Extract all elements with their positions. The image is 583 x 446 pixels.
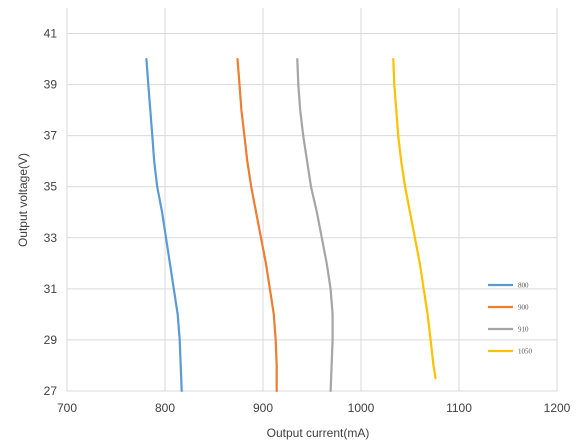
y-tick-label: 39 (44, 78, 58, 92)
legend-label-800: 800 (518, 282, 529, 290)
series-line-1050 (392, 58, 437, 380)
x-tick-label: 1200 (544, 401, 571, 415)
x-axis-title: Output current(mA) (267, 426, 370, 440)
x-tick-label: 1000 (348, 401, 375, 415)
legend: 800 900 910 1050 (488, 282, 533, 356)
data-series (145, 58, 437, 393)
x-tick-label: 800 (155, 401, 175, 415)
x-tick-label: 700 (57, 401, 77, 415)
series-line-900 (236, 58, 278, 393)
x-tick-label: 900 (253, 401, 273, 415)
y-tick-label: 31 (44, 282, 58, 296)
tick-labels: 700 800 900 1000 1100 1200 27 29 31 33 35 37 39 41 (44, 27, 571, 415)
legend-label-1050: 1050 (518, 348, 533, 356)
y-tick-label: 35 (44, 180, 58, 194)
series-line-800 (145, 58, 183, 393)
y-tick-label: 33 (44, 231, 58, 245)
gridlines (66, 8, 558, 392)
y-tick-label: 37 (44, 129, 58, 143)
x-tick-label: 1100 (446, 401, 472, 415)
legend-label-900: 900 (518, 304, 529, 312)
series-line-910 (296, 58, 334, 393)
y-tick-label: 27 (44, 384, 58, 398)
legend-label-910: 910 (518, 326, 529, 334)
y-axis-title: Output voltage(V) (16, 153, 30, 247)
y-tick-label: 29 (44, 333, 58, 347)
y-tick-label: 41 (44, 27, 58, 41)
